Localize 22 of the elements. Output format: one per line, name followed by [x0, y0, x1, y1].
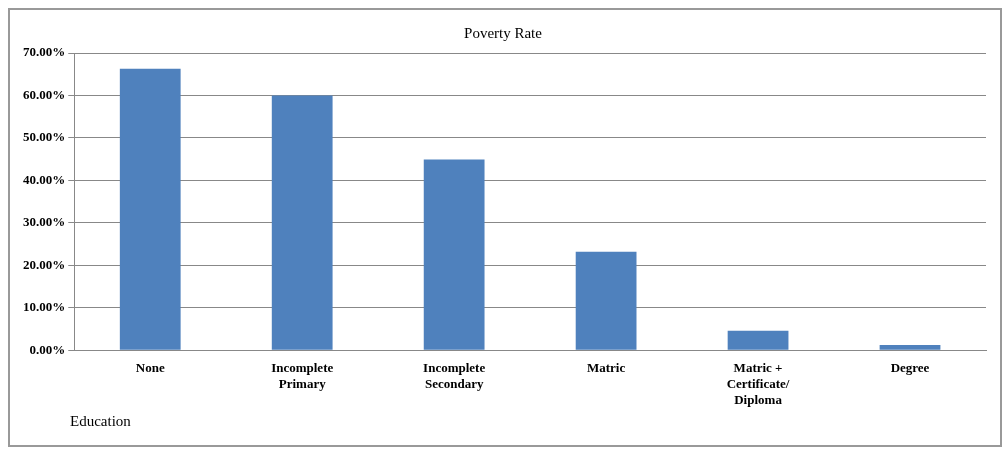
bar [423, 159, 485, 350]
bar [727, 330, 789, 350]
y-tick-label: 50.00% [23, 129, 66, 145]
y-tick-label: 40.00% [23, 171, 66, 187]
y-tick-label: 20.00% [23, 256, 66, 272]
y-tick-label: 10.00% [23, 299, 66, 315]
chart-title: Poverty Rate [464, 24, 543, 41]
x-tick-label: Matric [586, 360, 626, 376]
y-tick-label: 70.00% [23, 44, 66, 60]
bar [879, 345, 941, 350]
y-tick-label: 60.00% [23, 86, 66, 102]
x-tick-label: Incomplete Primary [271, 360, 334, 391]
y-tick-label: 0.00% [29, 341, 66, 357]
bar [271, 95, 333, 350]
x-tick-label: Matric + Certificate/ Diploma [726, 360, 790, 407]
bar [575, 251, 637, 350]
x-tick-label: Incomplete Secondary [423, 360, 486, 391]
x-tick-label: None [135, 360, 165, 376]
bar [119, 68, 181, 350]
x-tick-label: Degree [890, 360, 930, 376]
y-tick-label: 30.00% [23, 214, 66, 230]
text: Education [70, 413, 132, 430]
